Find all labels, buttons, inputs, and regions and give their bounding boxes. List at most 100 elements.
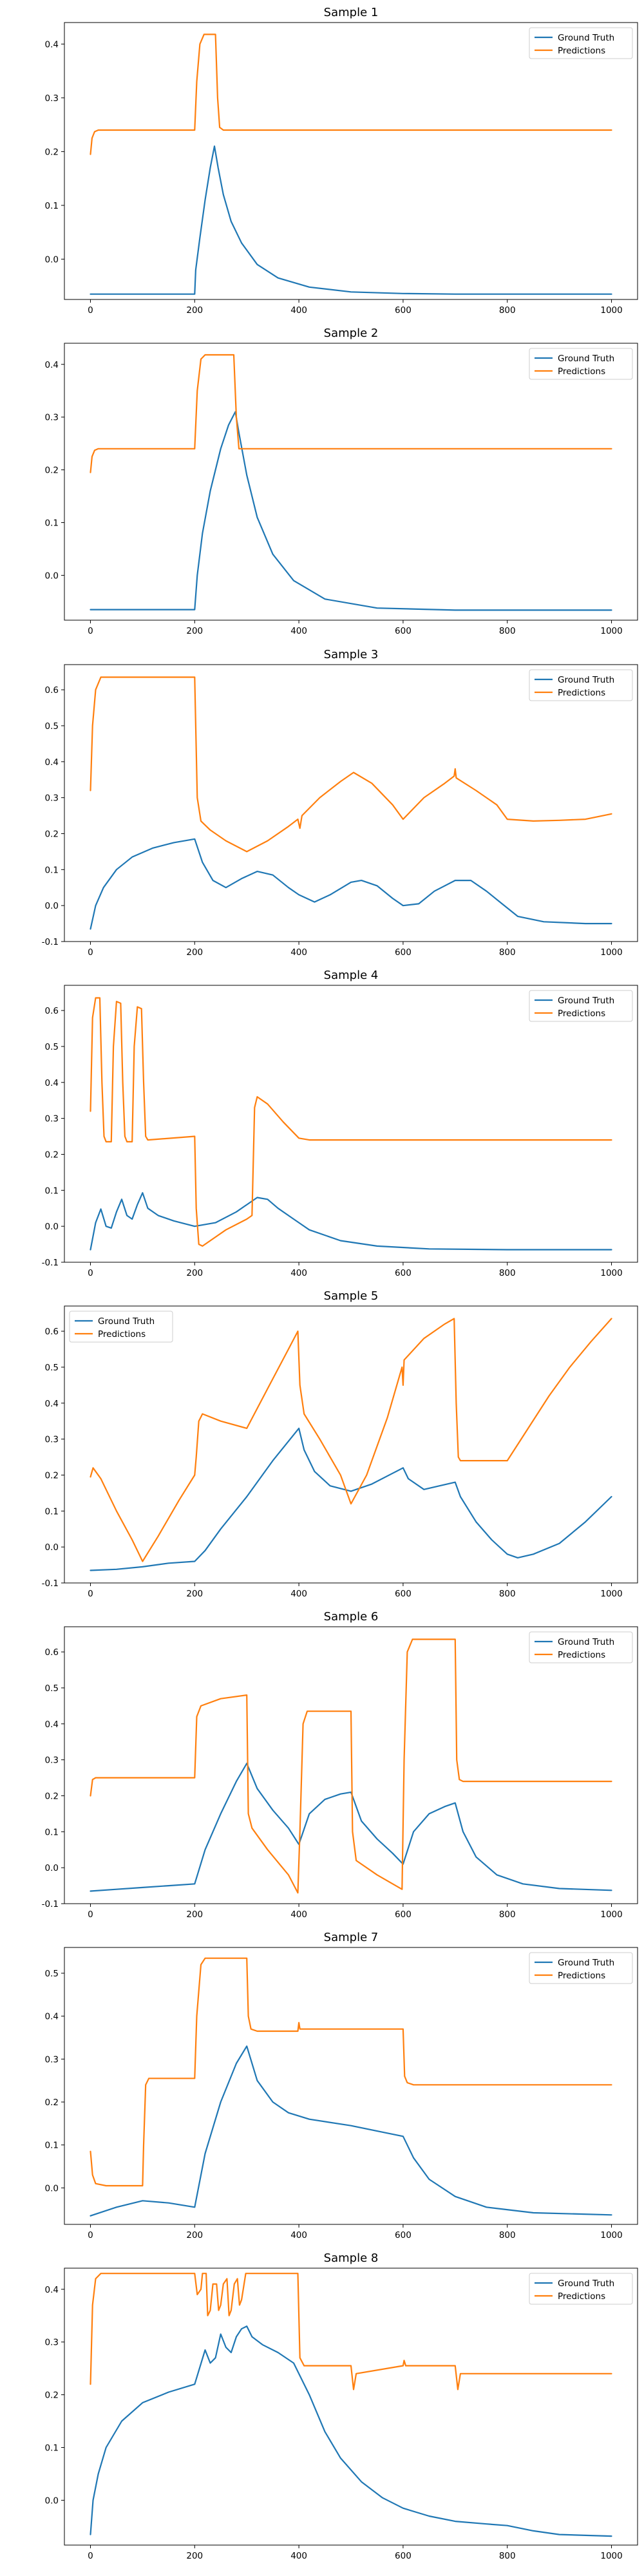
x-tick-label: 800: [499, 305, 516, 316]
ground-truth-line: [90, 145, 612, 295]
legend: Ground Truth Predictions: [529, 27, 633, 59]
legend-label-ground-truth: Ground Truth: [558, 33, 614, 43]
y-tick-label: 0.3: [45, 2054, 59, 2065]
x-tick-label: 400: [290, 305, 307, 316]
legend: Ground Truth Predictions: [529, 2273, 633, 2305]
chart-title: Sample 2: [324, 327, 379, 340]
x-tick-label: 800: [499, 2230, 516, 2240]
y-tick-label: 0.4: [45, 1719, 59, 1730]
x-tick-label: 600: [395, 1589, 412, 1599]
x-tick-label: 0: [88, 1909, 93, 1920]
chart-panel-2: Sample 2 0 200 400 600 800 1000 0.0 0.1 0.2 0.3 0.4…: [45, 327, 638, 636]
plot-frame: [64, 1305, 638, 1584]
x-tick-label: 400: [290, 947, 307, 958]
legend: Ground Truth Predictions: [529, 990, 633, 1022]
chart-title: Sample 6: [324, 1610, 379, 1624]
y-tick-label: 0.0: [45, 571, 59, 581]
predictions-line: [90, 1318, 612, 1562]
y-tick-label: -0.1: [42, 1578, 59, 1589]
predictions-line: [90, 354, 612, 473]
y-tick-label: 0.4: [45, 1078, 59, 1088]
ground-truth-line: [90, 1763, 612, 1892]
y-tick-label: 0.5: [45, 1969, 59, 1979]
x-tick-label: 0: [88, 1268, 93, 1278]
y-tick-label: 0.6: [45, 685, 59, 696]
legend-label-ground-truth: Ground Truth: [98, 1316, 155, 1327]
legend-box: [69, 1311, 173, 1343]
predictions-line: [90, 997, 612, 1247]
legend-label-predictions: Predictions: [558, 688, 605, 698]
y-tick-label: -0.1: [42, 1258, 59, 1268]
chart-panel-7: Sample 7 0 200 400 600 800 1000 0.0 0.1 0.2 0.3 0.4…: [45, 1931, 638, 2240]
y-tick-label: 0.4: [45, 39, 59, 50]
y-tick-label: 0.3: [45, 413, 59, 423]
chart-panel-6: Sample 6 0 200 400 600 800 1000 -0.1 0.0 0.1 0.2 0.…: [42, 1610, 638, 1920]
chart-title: Sample 4: [324, 969, 379, 982]
y-tick-label: 0.3: [45, 93, 59, 104]
x-tick-label: 1000: [600, 305, 622, 316]
y-tick-label: 0.1: [45, 518, 59, 528]
x-tick-label: 200: [186, 1589, 203, 1599]
y-tick-label: 0.0: [45, 1863, 59, 1873]
x-tick-label: 600: [395, 1268, 412, 1278]
chart-title: Sample 8: [324, 2251, 379, 2265]
y-tick-label: 0.2: [45, 147, 59, 157]
legend-box: [529, 1952, 633, 1984]
legend: Ground Truth Predictions: [529, 1952, 633, 1984]
ground-truth-line: [90, 1427, 612, 1571]
ground-truth-line: [90, 1192, 612, 1251]
legend-label-ground-truth: Ground Truth: [558, 996, 614, 1006]
y-tick-label: 0.2: [45, 2391, 59, 2401]
y-tick-label: -0.1: [42, 1899, 59, 1909]
x-tick-label: 400: [290, 2230, 307, 2240]
y-tick-label: 0.2: [45, 1791, 59, 1801]
x-tick-label: 400: [290, 2551, 307, 2561]
x-tick-label: 600: [395, 2551, 412, 2561]
y-tick-label: 0.2: [45, 466, 59, 476]
x-tick-label: 0: [88, 305, 93, 316]
chart-title: Sample 5: [324, 1289, 379, 1303]
ground-truth-line: [90, 2045, 612, 2217]
plot-frame: [64, 22, 638, 300]
x-tick-label: 200: [186, 1909, 203, 1920]
x-tick-label: 800: [499, 1909, 516, 1920]
y-tick-label: 0.4: [45, 757, 59, 768]
legend-box: [529, 27, 633, 59]
legend-box: [529, 2273, 633, 2305]
y-tick-label: 0.1: [45, 865, 59, 875]
legend-label-predictions: Predictions: [98, 1329, 146, 1340]
chart-title: Sample 1: [324, 6, 379, 19]
x-tick-label: 0: [88, 626, 93, 636]
legend-label-ground-truth: Ground Truth: [558, 1637, 614, 1647]
x-tick-label: 200: [186, 2230, 203, 2240]
y-tick-label: 0.0: [45, 901, 59, 911]
legend-label-ground-truth: Ground Truth: [558, 354, 614, 364]
x-tick-label: 200: [186, 1268, 203, 1278]
y-tick-label: 0.1: [45, 2443, 59, 2453]
x-tick-label: 400: [290, 626, 307, 636]
y-tick-label: 0.4: [45, 2285, 59, 2295]
x-tick-label: 1000: [600, 1909, 622, 1920]
predictions-line: [90, 1638, 612, 1894]
y-tick-label: 0.0: [45, 2183, 59, 2193]
x-tick-label: 600: [395, 1909, 412, 1920]
x-tick-label: 1000: [600, 2230, 622, 2240]
y-tick-label: 0.1: [45, 2141, 59, 2151]
legend-label-ground-truth: Ground Truth: [558, 675, 614, 685]
x-tick-label: 400: [290, 1268, 307, 1278]
x-tick-label: 400: [290, 1589, 307, 1599]
legend: Ground Truth Predictions: [529, 348, 633, 380]
plot-frame: [64, 2268, 638, 2546]
legend-label-ground-truth: Ground Truth: [558, 2278, 614, 2289]
y-tick-label: 0.2: [45, 1150, 59, 1160]
y-tick-label: 0.3: [45, 1114, 59, 1124]
x-tick-label: 1000: [600, 947, 622, 958]
legend-box: [529, 669, 633, 701]
y-tick-label: 0.5: [45, 721, 59, 732]
y-tick-label: 0.2: [45, 829, 59, 839]
chart-panel-1: Sample 1 0 200 400 600 800 1000 0.0 0.1 0.2 0.3 0.4…: [45, 6, 638, 316]
y-tick-label: 0.0: [45, 1222, 59, 1232]
y-tick-label: 0.6: [45, 1647, 59, 1658]
legend-box: [529, 348, 633, 380]
